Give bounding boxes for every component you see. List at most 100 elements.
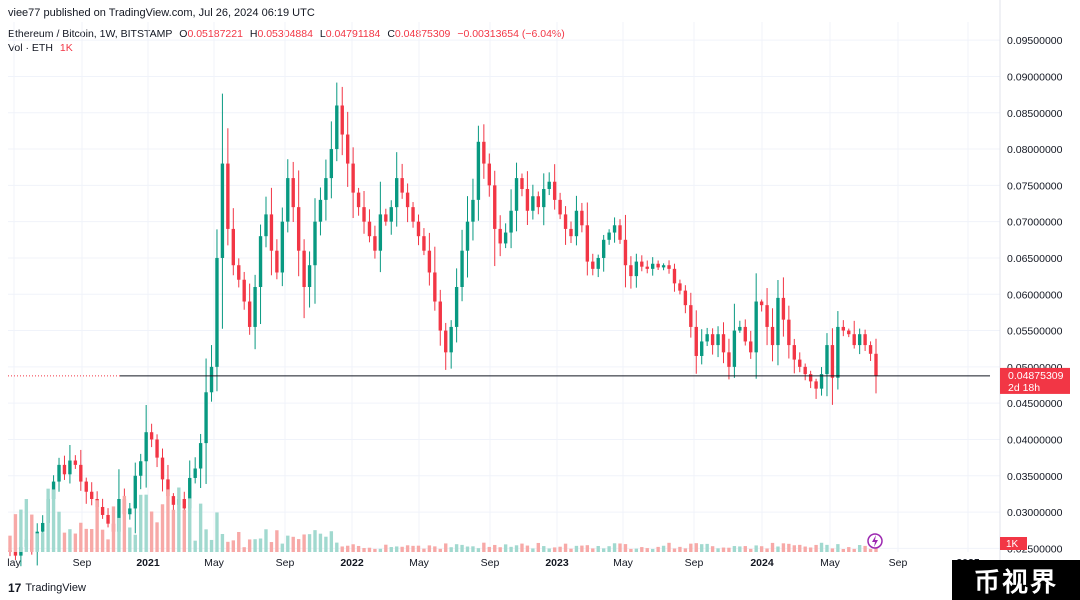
volume-bar	[400, 546, 404, 552]
volume-bar	[51, 489, 56, 552]
candle-body	[405, 192, 410, 208]
candle-body	[57, 464, 61, 482]
candle-body	[792, 345, 796, 360]
candle-body	[128, 508, 132, 515]
candle-body	[237, 265, 241, 280]
volume-bar	[149, 511, 154, 552]
volume-bar	[629, 548, 633, 552]
open-label: O	[179, 28, 188, 40]
candle-body	[313, 221, 317, 266]
volume-bar	[237, 531, 241, 552]
candle-body	[803, 366, 807, 375]
candle-body	[558, 199, 562, 215]
candle-body	[422, 236, 426, 251]
candle-body	[264, 214, 268, 237]
candle-body	[857, 334, 862, 346]
volume-bar	[242, 547, 246, 552]
candle-body	[759, 301, 764, 306]
y-tick-label: 0.06000000	[1007, 289, 1063, 301]
candle-body	[204, 392, 208, 444]
volume-bar	[803, 546, 807, 552]
candle-body	[727, 352, 731, 367]
volume-bar	[198, 503, 203, 552]
candle-body	[754, 301, 758, 353]
candle-body	[672, 268, 677, 284]
symbol-legend: Ethereum / Bitcoin, 1W, BITSTAMP O0.0518…	[8, 28, 569, 40]
y-tick-label: 0.05500000	[1007, 326, 1063, 338]
volume-bar	[808, 547, 813, 552]
volume-bar	[100, 529, 105, 552]
volume-bar	[79, 522, 83, 552]
candle-body	[307, 265, 312, 287]
candle-body	[542, 188, 546, 208]
candle-body	[117, 499, 121, 532]
candle-body	[808, 374, 813, 382]
watermark: 币视界	[952, 560, 1080, 600]
candle-body	[356, 192, 361, 208]
candle-body	[868, 345, 873, 354]
volume-bar	[487, 546, 491, 552]
candle-body	[269, 214, 274, 251]
footer-brand[interactable]: 17 TradingView	[8, 581, 86, 595]
y-tick-label: 0.04000000	[1007, 434, 1063, 446]
candle-body	[378, 214, 383, 251]
tradingview-logo-icon: 17	[8, 581, 22, 595]
candle-body	[814, 381, 818, 389]
volume-bar	[667, 542, 671, 552]
candle-body	[351, 163, 355, 193]
candle-body	[449, 326, 453, 353]
candle-body	[787, 319, 791, 346]
candle-body	[552, 181, 557, 200]
volume-bar	[449, 547, 453, 552]
volume-bar	[438, 548, 442, 552]
candle-body	[166, 479, 170, 497]
volume-bar	[313, 530, 317, 552]
candle-body	[79, 464, 83, 482]
candle-body	[531, 196, 535, 211]
candle-body	[683, 290, 688, 306]
candle-body	[710, 334, 715, 346]
volume-bar	[732, 546, 737, 552]
candle-body	[656, 263, 660, 268]
volume-bar	[694, 543, 698, 552]
volume-bar	[759, 546, 764, 552]
volume-bar	[476, 548, 481, 552]
volume-bar	[787, 543, 791, 552]
candle-body	[749, 341, 753, 353]
volume-bar	[253, 539, 257, 552]
volume-bar	[503, 544, 508, 552]
volume-bar	[389, 547, 393, 552]
x-tick-label: May	[613, 557, 634, 569]
candle-body	[781, 297, 786, 320]
volume-bar	[749, 548, 753, 552]
candle-body	[133, 475, 137, 509]
candle-body	[667, 265, 671, 269]
volume-bar	[558, 546, 562, 552]
y-tick-label: 0.03000000	[1007, 507, 1063, 519]
volume-bar	[177, 487, 181, 552]
volume-bar	[329, 531, 334, 552]
volume-bar	[258, 538, 263, 552]
candle-body	[40, 522, 45, 532]
x-tick-label: May	[204, 557, 225, 569]
candle-body	[198, 443, 203, 469]
open-value: 0.05187221	[187, 28, 243, 40]
volume-bar	[776, 546, 780, 552]
volume-label[interactable]: Vol · ETH	[8, 42, 53, 54]
volume-bar	[291, 536, 295, 552]
candle-body	[340, 105, 344, 135]
symbol-title[interactable]: Ethereum / Bitcoin, 1W, BITSTAMP	[8, 28, 173, 40]
x-tick-label: lay	[7, 557, 21, 569]
candle-body	[13, 552, 18, 556]
volume-bar	[563, 543, 568, 552]
candle-body	[509, 210, 513, 233]
volume-bar	[514, 545, 519, 552]
candle-body	[302, 250, 306, 287]
volume-bar	[754, 545, 758, 552]
volume-bar	[122, 495, 127, 552]
volume-bar	[220, 533, 225, 552]
candle-body	[743, 326, 747, 342]
candle-body	[465, 221, 470, 251]
candle-body	[242, 279, 246, 302]
